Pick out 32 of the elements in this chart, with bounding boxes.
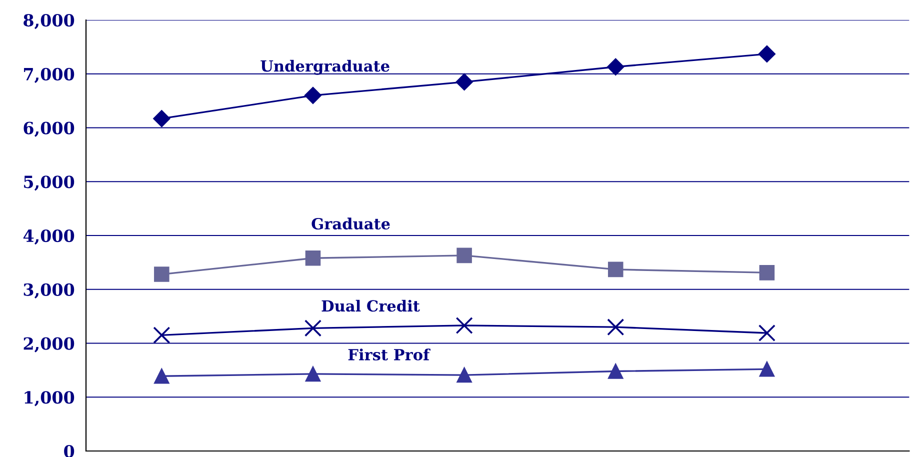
point	[154, 266, 170, 282]
point	[153, 110, 170, 128]
point	[456, 248, 472, 264]
y-tick-label: 6,000	[24, 122, 74, 137]
point	[759, 361, 775, 377]
point	[608, 262, 624, 278]
point	[305, 250, 321, 266]
point	[456, 316, 473, 334]
series-label: Graduate	[312, 218, 390, 230]
point	[153, 326, 170, 344]
y-tick-label: 7,000	[24, 68, 74, 83]
point	[608, 364, 624, 379]
point	[456, 73, 473, 91]
point	[154, 368, 170, 384]
y-tick-label: 8,000	[24, 14, 74, 30]
point	[304, 320, 322, 337]
point	[456, 367, 472, 383]
point	[607, 318, 624, 336]
point	[305, 366, 321, 382]
point	[758, 45, 776, 62]
y-tick-label: 1,000	[24, 391, 74, 406]
y-tick-label: 3,000	[24, 283, 74, 298]
series-label: First Prof	[348, 348, 430, 360]
point	[759, 265, 775, 280]
y-tick-label: 4,000	[23, 229, 74, 245]
series-label: Undergraduate	[260, 60, 390, 75]
series-label: Dual Credit	[322, 300, 420, 312]
y-tick-label: 2,000	[24, 337, 74, 352]
y-tick-label: 5,000	[24, 176, 74, 191]
point	[304, 86, 322, 104]
point	[758, 324, 776, 342]
point	[607, 58, 624, 76]
